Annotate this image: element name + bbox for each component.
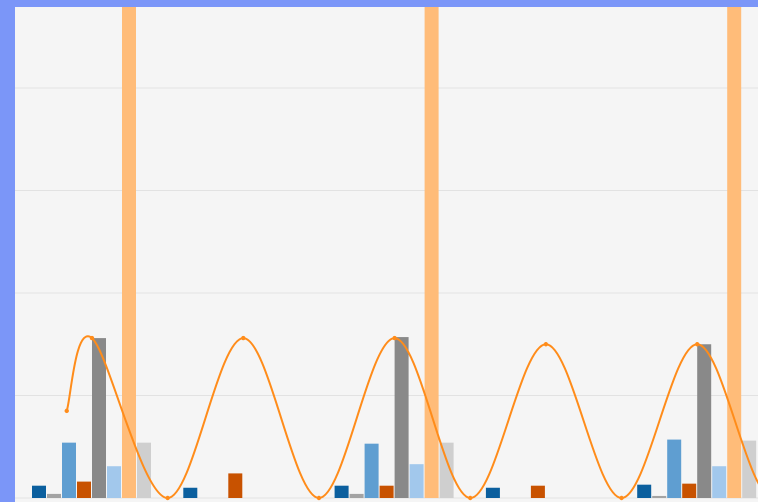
bar <box>62 442 76 498</box>
line-point <box>316 495 322 501</box>
bar <box>409 464 424 498</box>
bar <box>485 487 500 498</box>
line-point <box>468 495 473 501</box>
bar <box>107 466 121 498</box>
line-point <box>64 408 69 414</box>
chart <box>15 7 758 501</box>
bar <box>424 7 439 498</box>
bar <box>712 466 727 498</box>
plot-area <box>15 7 758 502</box>
line-point <box>241 335 246 341</box>
bar <box>697 344 712 498</box>
bar <box>137 442 151 498</box>
bar <box>77 481 91 498</box>
bar <box>122 7 136 499</box>
bar <box>364 443 379 498</box>
bar <box>394 337 409 498</box>
bar <box>652 495 667 498</box>
line-point <box>695 342 700 347</box>
bar <box>334 485 349 498</box>
bar <box>637 484 652 498</box>
bar <box>379 485 394 498</box>
bar <box>228 473 243 498</box>
bar <box>92 338 106 498</box>
line-point <box>165 495 170 501</box>
bar <box>349 493 364 498</box>
bar <box>682 483 697 498</box>
line-point <box>392 335 397 341</box>
line-point <box>89 335 95 341</box>
line-point <box>543 342 549 347</box>
bar <box>439 442 454 498</box>
bar <box>32 485 46 498</box>
bar <box>667 439 682 498</box>
bar <box>727 7 742 499</box>
bar <box>47 493 61 498</box>
bar <box>183 487 198 498</box>
line-point <box>619 495 624 501</box>
bar <box>530 485 545 498</box>
trend-line <box>65 335 758 500</box>
